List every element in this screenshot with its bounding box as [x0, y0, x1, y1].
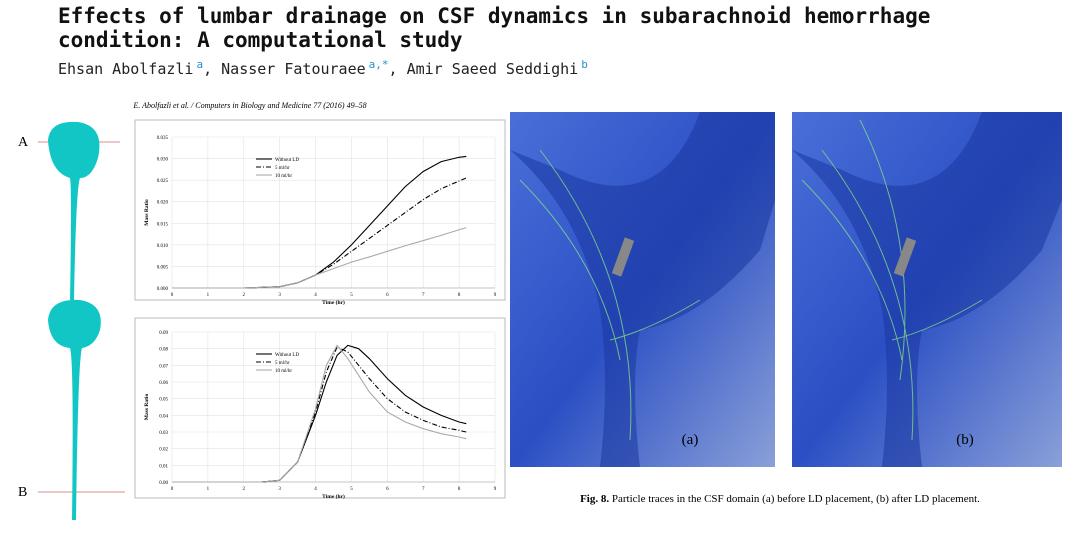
author: Ehsan Abolfazli a — [58, 58, 221, 78]
x-tick-label: 2 — [243, 293, 246, 298]
series-line — [172, 344, 467, 483]
panel-label: (b) — [956, 432, 974, 448]
affiliation: a — [196, 58, 204, 71]
author: Nasser Fatouraee a,* — [221, 58, 406, 78]
y-tick-label: 0.02 — [159, 448, 168, 453]
y-axis-label: Mass Ratio — [144, 394, 150, 421]
x-tick-label: 4 — [314, 487, 317, 492]
caption-text: Particle traces in the CSF domain (a) be… — [612, 493, 980, 505]
x-tick-label: 9 — [494, 487, 497, 492]
x-tick-label: 4 — [314, 293, 317, 298]
x-tick-label: 0 — [171, 487, 174, 492]
x-tick-label: 5 — [350, 487, 353, 492]
y-tick-label: 0.09 — [159, 331, 168, 336]
section-label: B — [18, 485, 27, 500]
journal-line: E. Abolfazli et al. / Computers in Biolo… — [132, 101, 366, 110]
author-name: Amir Saeed Seddighi — [406, 60, 579, 78]
x-tick-label: 8 — [458, 293, 461, 298]
series-line — [172, 227, 467, 289]
series-line — [172, 346, 467, 483]
y-tick-label: 0.03 — [159, 431, 168, 436]
author: Amir Saeed Seddighi b — [406, 58, 588, 78]
author-name: Ehsan Abolfazli — [58, 60, 194, 78]
legend-label: Without LD — [275, 353, 299, 358]
render-b — [792, 112, 1062, 467]
y-tick-label: 0.010 — [157, 244, 169, 249]
author-name: Nasser Fatouraee — [221, 60, 366, 78]
affiliation: b — [581, 58, 588, 71]
y-tick-label: 0.07 — [159, 364, 168, 369]
x-tick-label: 6 — [386, 293, 389, 298]
caption: Fig. 8. Particle traces in the CSF domai… — [580, 493, 980, 505]
legend-label: 10 ml/hr — [275, 174, 292, 179]
panel-label: (a) — [682, 432, 699, 448]
x-tick-label: 9 — [494, 293, 497, 298]
chart-frame — [134, 119, 506, 301]
caption-label: Fig. 8. — [580, 493, 609, 505]
legend-label: 5 ml/hr — [275, 166, 290, 171]
y-tick-label: 0.035 — [157, 136, 169, 141]
render-a — [510, 112, 775, 467]
y-tick-label: 0.030 — [157, 158, 169, 163]
legend-label: 10 ml/hr — [275, 369, 292, 374]
x-tick-label: 3 — [278, 293, 281, 298]
y-tick-label: 0.020 — [157, 201, 169, 206]
paper-title: Effects of lumbar drainage on CSF dynami… — [58, 4, 931, 52]
legend-label: 5 ml/hr — [275, 361, 290, 366]
y-tick-label: 0.01 — [159, 464, 168, 469]
y-tick-label: 0.000 — [157, 287, 169, 292]
x-tick-label: 7 — [422, 487, 425, 492]
y-axis-label: Mass Ratio — [144, 199, 150, 226]
x-axis-label: Time (hr) — [322, 299, 345, 306]
legend-label: Without LD — [275, 158, 299, 163]
x-tick-label: 3 — [278, 487, 281, 492]
x-tick-label: 5 — [350, 293, 353, 298]
y-tick-label: 0.06 — [159, 381, 168, 386]
section-label: A — [18, 135, 29, 150]
y-tick-label: 0.05 — [159, 398, 168, 403]
x-axis-label: Time (hr) — [322, 493, 345, 500]
y-tick-label: 0.04 — [159, 414, 168, 419]
x-tick-label: 1 — [207, 293, 210, 298]
y-tick-label: 0.005 — [157, 265, 169, 270]
y-tick-label: 0.015 — [157, 222, 169, 227]
x-tick-label: 8 — [458, 487, 461, 492]
x-tick-label: 1 — [207, 487, 210, 492]
y-tick-label: 0.08 — [159, 348, 168, 353]
x-tick-label: 7 — [422, 293, 425, 298]
y-tick-label: 0.025 — [157, 179, 169, 184]
x-tick-label: 0 — [171, 293, 174, 298]
y-tick-label: 0.00 — [159, 481, 168, 486]
affiliation: a,* — [368, 58, 389, 71]
x-tick-label: 2 — [243, 487, 246, 492]
chart-frame — [134, 317, 506, 499]
csf-model — [48, 121, 101, 520]
x-tick-label: 6 — [386, 487, 389, 492]
